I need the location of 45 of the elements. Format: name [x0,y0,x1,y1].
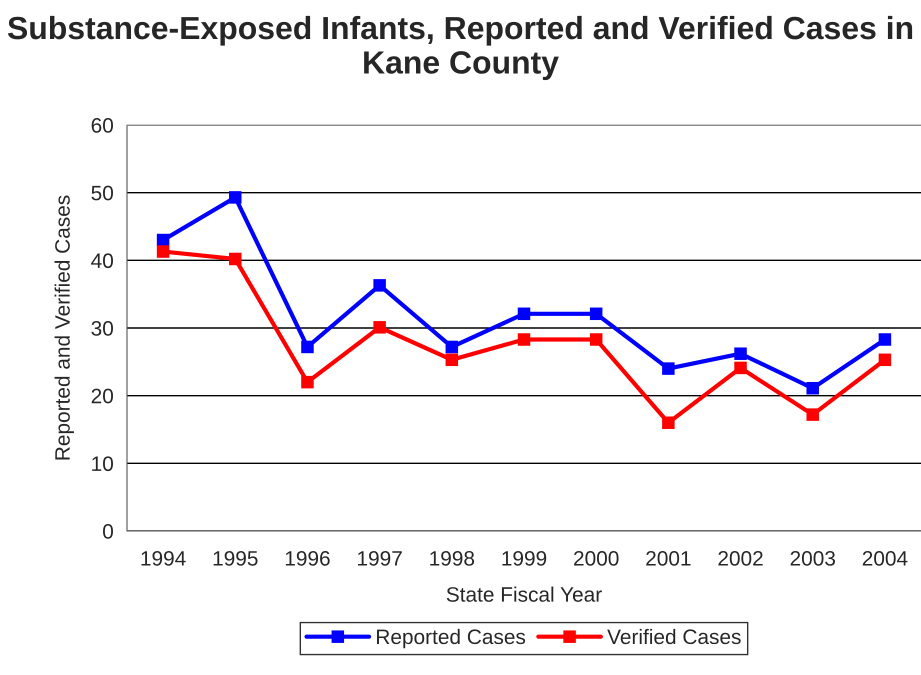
point [662,362,675,375]
y-tick-label: 10 [92,456,113,472]
y-tick-label: 0 [103,524,113,539]
point [878,333,892,346]
point [590,308,602,320]
point [806,408,819,421]
x-tick-label: 1997 [358,550,402,566]
y-tick-label: 60 [92,118,113,133]
x-axis-title: State Fiscal Year [446,586,602,602]
x-tick-label: 1995 [214,550,258,566]
point [734,347,747,360]
point [156,245,170,258]
x-tick-label: 1998 [430,550,474,566]
x-tick-label: 2003 [790,550,835,566]
chart-title: Substance-Exposed Infants, Reported and Verified Cases in Kane County [8,16,912,80]
x-tick-label: 1999 [502,550,546,566]
point [373,321,386,334]
point [734,362,747,374]
point [446,354,458,366]
point [301,340,314,354]
y-tick-label: 30 [91,321,113,336]
point [373,279,386,292]
point [156,234,170,246]
point [662,416,675,429]
point [446,340,458,354]
point [518,308,530,320]
y-tick-label: 20 [92,388,113,404]
x-tick-label: 2001 [646,550,691,566]
point [518,333,530,346]
point [806,382,819,394]
y-tick-label: 40 [91,253,113,268]
y-axis-title: Reported and Verified Cases [54,196,74,460]
legend-label: Verified Cases [607,628,741,644]
point [301,376,314,388]
x-tick-label: 1996 [286,550,330,566]
legend-label: Reported Cases [377,628,526,648]
point [590,333,602,346]
point [229,252,242,266]
x-tick-label: 2002 [718,550,763,566]
x-tick-label: 1994 [142,550,186,566]
x-tick-label: 2000 [574,550,619,566]
point [878,354,892,366]
point [229,191,242,204]
x-tick-label: 2004 [862,550,908,566]
y-tick-label: 50 [91,186,113,200]
